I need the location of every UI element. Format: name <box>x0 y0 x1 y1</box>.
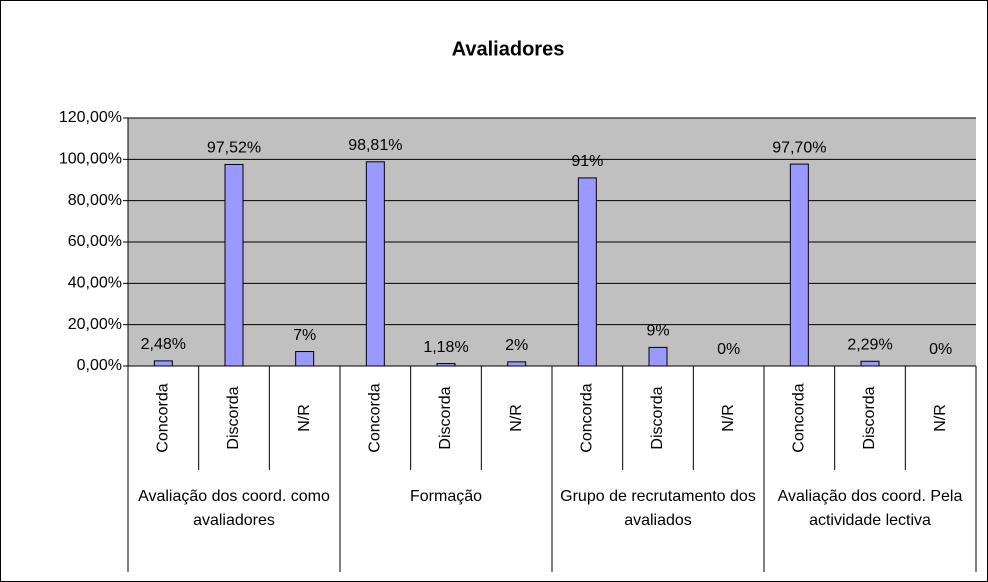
bar <box>224 163 244 367</box>
value-label: 0% <box>717 341 740 358</box>
x-tick-label: Concorda <box>579 383 596 452</box>
y-tick-label: 40,00% <box>68 275 122 292</box>
value-label: 91% <box>571 153 603 170</box>
value-label: 0% <box>929 341 952 358</box>
value-label: 7% <box>293 327 316 344</box>
value-label: 1,18% <box>423 339 468 356</box>
x-tick-label: Discorda <box>225 386 242 449</box>
bar <box>295 351 315 367</box>
x-tick-label: Discorda <box>861 386 878 449</box>
group-label: Avaliação dos coord. como avaliadores <box>138 488 330 529</box>
bar <box>507 361 527 367</box>
y-tick-label: 80,00% <box>68 192 122 209</box>
bar <box>860 360 880 367</box>
bar <box>365 161 385 367</box>
value-label: 98,81% <box>348 137 402 154</box>
x-tick-label: N/R <box>508 404 525 432</box>
group-label: Formação <box>409 488 483 505</box>
value-label: 2,29% <box>847 336 892 353</box>
value-label: 97,52% <box>207 140 261 157</box>
y-tick-label: 120,00% <box>59 109 122 126</box>
bar <box>789 163 809 367</box>
value-label: 2% <box>505 337 528 354</box>
y-tick-label: 20,00% <box>68 316 122 333</box>
x-tick-label: Concorda <box>791 383 808 452</box>
x-tick-label: N/R <box>296 404 313 432</box>
value-label: 2,48% <box>141 336 186 353</box>
group-label: Avaliação dos coord. Pela actividade lec… <box>777 488 963 529</box>
x-tick-label: Discorda <box>649 386 666 449</box>
x-tick-label: Concorda <box>155 383 172 452</box>
x-tick-label: Discorda <box>437 386 454 449</box>
x-tick-label: Concorda <box>367 383 384 452</box>
y-tick-label: 60,00% <box>68 233 122 250</box>
y-tick-label: 100,00% <box>59 151 122 168</box>
bar <box>648 346 668 367</box>
group-label: Grupo de recrutamento dos avaliados <box>560 488 756 529</box>
bar <box>577 177 597 367</box>
x-tick-label: N/R <box>720 404 737 432</box>
bar <box>153 360 173 367</box>
chart-title: Avaliadores <box>452 38 565 60</box>
value-label: 9% <box>646 323 669 340</box>
value-label: 97,70% <box>772 139 826 156</box>
y-tick-label: 0,00% <box>77 357 122 374</box>
x-tick-label: N/R <box>932 404 949 432</box>
